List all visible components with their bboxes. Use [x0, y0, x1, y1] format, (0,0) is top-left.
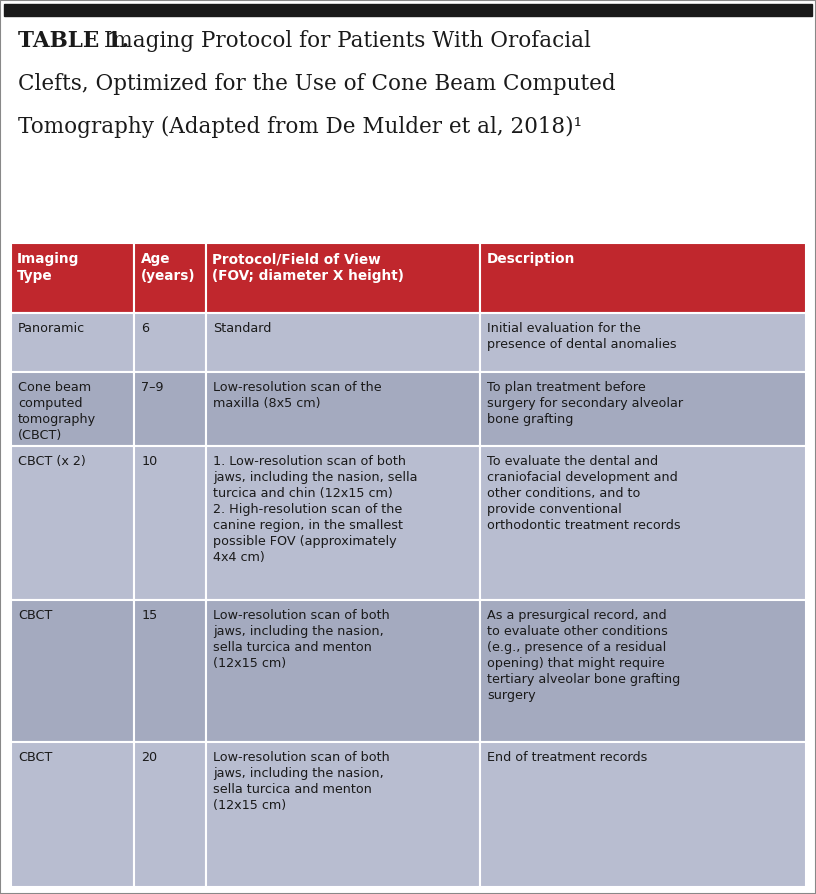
Text: Low-resolution scan of both
jaws, including the nasion,
sella turcica and menton: Low-resolution scan of both jaws, includ…: [213, 610, 389, 670]
Text: To evaluate the dental and
craniofacial development and
other conditions, and to: To evaluate the dental and craniofacial …: [487, 455, 681, 532]
Text: CBCT (x 2): CBCT (x 2): [18, 455, 86, 468]
Bar: [480, 313, 806, 372]
Bar: [206, 372, 480, 446]
Text: 15: 15: [141, 610, 157, 622]
Bar: [4, 4, 812, 16]
Text: CBCT: CBCT: [18, 751, 52, 764]
Bar: [480, 601, 806, 742]
Text: 10: 10: [141, 455, 157, 468]
Text: Cone beam
computed
tomography
(CBCT): Cone beam computed tomography (CBCT): [18, 381, 96, 442]
Text: Low-resolution scan of both
jaws, including the nasion,
sella turcica and menton: Low-resolution scan of both jaws, includ…: [213, 751, 389, 812]
Bar: [134, 372, 206, 446]
Bar: [11, 446, 134, 601]
Text: Tomography (Adapted from De Mulder et al, 2018)¹: Tomography (Adapted from De Mulder et al…: [18, 116, 582, 139]
Text: 20: 20: [141, 751, 157, 764]
Bar: [134, 313, 206, 372]
Text: Imaging Protocol for Patients With Orofacial: Imaging Protocol for Patients With Orofa…: [104, 30, 591, 53]
Text: Standard: Standard: [213, 322, 271, 334]
Text: As a presurgical record, and
to evaluate other conditions
(e.g., presence of a r: As a presurgical record, and to evaluate…: [487, 610, 681, 703]
Text: Initial evaluation for the
presence of dental anomalies: Initial evaluation for the presence of d…: [487, 322, 677, 350]
Text: 6: 6: [141, 322, 149, 334]
Bar: [480, 243, 806, 313]
Bar: [206, 446, 480, 601]
Text: Description: Description: [486, 252, 575, 266]
Text: Low-resolution scan of the
maxilla (8x5 cm): Low-resolution scan of the maxilla (8x5 …: [213, 381, 382, 409]
Text: Imaging
Type: Imaging Type: [17, 252, 79, 283]
Bar: [134, 742, 206, 887]
Text: End of treatment records: End of treatment records: [487, 751, 648, 764]
Bar: [480, 742, 806, 887]
Bar: [11, 742, 134, 887]
Text: 1. Low-resolution scan of both
jaws, including the nasion, sella
turcica and chi: 1. Low-resolution scan of both jaws, inc…: [213, 455, 417, 564]
Bar: [206, 601, 480, 742]
Text: Age
(years): Age (years): [140, 252, 195, 283]
Bar: [134, 601, 206, 742]
Bar: [206, 313, 480, 372]
Bar: [480, 372, 806, 446]
Bar: [480, 446, 806, 601]
Text: TABLE 1.: TABLE 1.: [18, 30, 129, 53]
Text: Protocol/Field of View
(FOV; diameter X height): Protocol/Field of View (FOV; diameter X …: [212, 252, 404, 283]
Text: 7–9: 7–9: [141, 381, 164, 394]
Text: CBCT: CBCT: [18, 610, 52, 622]
Text: To plan treatment before
surgery for secondary alveolar
bone grafting: To plan treatment before surgery for sec…: [487, 381, 684, 426]
Bar: [11, 372, 134, 446]
Bar: [206, 243, 480, 313]
Bar: [11, 313, 134, 372]
Bar: [11, 601, 134, 742]
Bar: [134, 243, 206, 313]
Text: Clefts, Optimized for the Use of Cone Beam Computed: Clefts, Optimized for the Use of Cone Be…: [18, 73, 615, 96]
Text: Panoramic: Panoramic: [18, 322, 85, 334]
Bar: [206, 742, 480, 887]
Bar: [134, 446, 206, 601]
Bar: [11, 243, 134, 313]
